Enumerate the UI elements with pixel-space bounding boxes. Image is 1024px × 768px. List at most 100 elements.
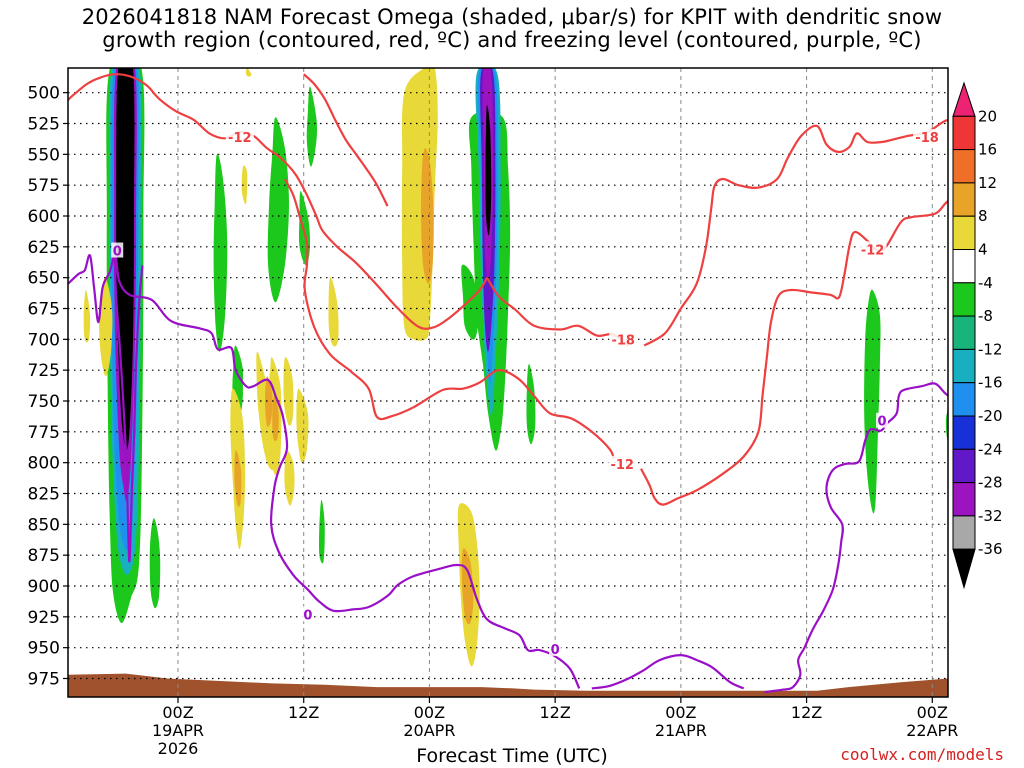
terrain-layer	[68, 673, 948, 697]
dendritic-contour	[486, 277, 630, 347]
colorbar-swatch	[952, 115, 976, 151]
contour-label: -18	[915, 131, 939, 146]
omega-shade-region	[526, 364, 536, 445]
contour-label-layer: -12 -18 -12 -12 -18 0 0 0 0	[111, 129, 942, 658]
colorbar-swatch	[952, 415, 976, 450]
contour-label-bg	[876, 412, 888, 428]
x-tick-label: 12Z	[791, 703, 822, 722]
freezing-level-contour	[764, 382, 948, 694]
omega-shade-region	[241, 165, 248, 205]
contour-label-bg	[111, 242, 124, 258]
dendritic-contour	[68, 73, 488, 330]
omega-shade-region	[245, 68, 252, 77]
colorbar-label: -28	[978, 474, 1003, 492]
colorbar-label: -8	[978, 307, 993, 325]
omega-shade-region	[319, 499, 325, 564]
omega-shade-region	[283, 357, 294, 427]
contour-layer	[68, 73, 948, 694]
omega-shade-region	[284, 450, 295, 506]
omega-shade-region	[171, 413, 186, 599]
y-tick-label: 500	[28, 84, 60, 104]
contour-label-bg	[549, 640, 562, 656]
x-tick-label: 2026	[158, 739, 199, 758]
y-tick-label: 950	[28, 639, 60, 659]
contour-label: 0	[877, 415, 886, 430]
colorbar-label: -16	[978, 374, 1003, 392]
contour-label: -18	[611, 333, 635, 348]
omega-shade-region	[99, 277, 113, 377]
x-tick-label: 12Z	[288, 703, 319, 722]
omega-shade-region	[265, 376, 273, 427]
y-tick-label: 525	[28, 115, 60, 135]
colorbar-swatch	[952, 448, 976, 484]
colorbar-swatch	[952, 382, 976, 417]
contour-label: 0	[113, 245, 122, 260]
colorbar-swatch	[952, 515, 976, 550]
y-axis: 500 525 550 575 600 625 650 675 700 725 750 775 800 8…	[28, 84, 68, 690]
colorbar-label: 4	[978, 241, 988, 259]
colorbar-label: 8	[978, 207, 988, 225]
contour-label-bg	[608, 455, 637, 471]
contour-label-bg	[858, 241, 887, 257]
contour-label: -12	[861, 243, 885, 258]
omega-shade-region	[420, 148, 434, 284]
x-tick-label: 20APR	[403, 721, 455, 740]
omega-shade-region	[306, 86, 318, 167]
colorbar-swatch	[952, 149, 976, 184]
dendritic-contour	[640, 199, 948, 506]
colorbar-swatch	[952, 249, 976, 284]
omega-shade-region	[234, 450, 242, 508]
colorbar-swatch	[952, 81, 976, 117]
omega-shade-region	[296, 388, 309, 464]
y-tick-label: 825	[28, 485, 60, 505]
colorbar-label: -24	[978, 440, 1003, 458]
colorbar-swatch	[952, 482, 976, 517]
contour-label: 0	[551, 643, 560, 658]
colorbar-label: -20	[978, 407, 1003, 425]
y-tick-label: 725	[28, 361, 60, 381]
chart-title-line-1: 2026041818 NAM Forecast Omega (shaded, μ…	[81, 5, 943, 29]
omega-shade-region	[242, 324, 264, 537]
omega-shade-region	[213, 153, 228, 352]
omega-shade-region	[149, 518, 161, 609]
y-tick-label: 925	[28, 608, 60, 628]
colorbar-swatch	[952, 215, 976, 250]
x-tick-label: 00Z	[162, 703, 193, 722]
omega-shade-region	[347, 351, 357, 427]
contour-label-bg	[609, 331, 638, 347]
omega-shade-region	[461, 264, 479, 340]
dendritic-contour	[643, 118, 948, 347]
x-tick-label: 22APR	[906, 721, 958, 740]
y-tick-label: 600	[28, 207, 60, 227]
chart-title-line-2: growth region (contoured, red, ºC) and f…	[102, 28, 922, 52]
x-tick-label: 21APR	[655, 721, 707, 740]
x-tick-label: 19APR	[152, 721, 204, 740]
chart-title: 2026041818 NAM Forecast Omega (shaded, μ…	[0, 6, 1024, 52]
contour-label: 0	[303, 608, 312, 623]
x-tick-label: 00Z	[665, 703, 696, 722]
x-tick-label: 12Z	[539, 703, 570, 722]
colorbar-label: -4	[978, 274, 993, 292]
x-axis-title: Forecast Time (UTC)	[416, 745, 608, 767]
freezing-level-contour	[591, 654, 745, 690]
terrain-fill	[68, 673, 948, 697]
credit-text: coolwx.com/models	[840, 745, 1004, 764]
colorbar-label: 20	[978, 107, 997, 125]
colorbar-label: -32	[978, 507, 1003, 525]
contour-label: -12	[228, 131, 252, 146]
colorbar-swatch	[952, 548, 976, 590]
y-tick-label: 800	[28, 454, 60, 474]
x-tick-label: 00Z	[917, 703, 948, 722]
omega-shade-region	[330, 6, 335, 55]
y-tick-label: 875	[28, 546, 60, 566]
x-tick-label: 00Z	[414, 703, 445, 722]
omega-shade-region	[267, 117, 289, 303]
omega-shade-region	[485, 105, 492, 236]
colorbar-swatch	[952, 182, 976, 217]
colorbar-swatch	[952, 348, 976, 384]
y-tick-label: 650	[28, 269, 60, 289]
omega-shade-region	[945, 410, 948, 444]
dendritic-contour	[283, 178, 615, 460]
